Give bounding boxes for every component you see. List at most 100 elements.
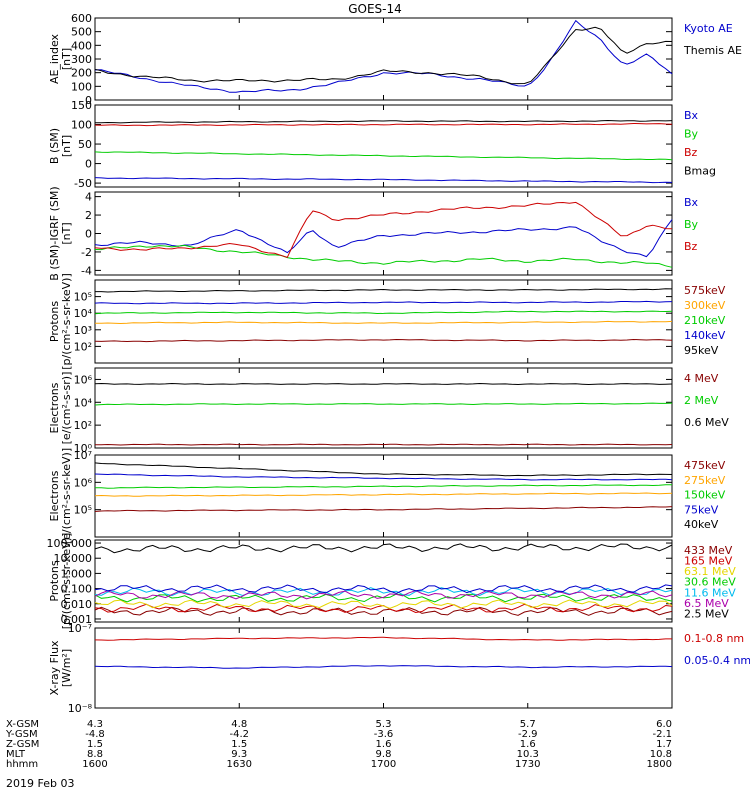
legend-label: By [684,128,699,141]
legend-label: 300keV [684,299,726,312]
y-tick-label: 4 [85,191,92,204]
panel-1: -50 0 50 100 150 B (SM) [nT] Bx By Bz Bmag [48,99,716,190]
series-line-2-5-mev [94,543,673,554]
y-axis-label: Protons [48,560,61,601]
y-tick-label: 600 [71,12,92,25]
x-tick-value: 1700 [371,759,396,770]
x-tick-value: 4.8 [231,719,247,730]
y-tick-label: 0.001 [61,613,93,626]
y-tick-label: 10² [74,419,92,432]
series-line-210kev [94,310,673,315]
series-line-by [94,151,673,161]
series-line-0-1-0-8-nm [94,636,672,641]
series-line-6-5-mev [94,590,673,600]
y-tick-label: 10⁴ [74,307,93,320]
series-line-30-6-mev [94,593,673,603]
y-axis-label: [nT] [60,222,73,244]
series-line-kyoto-ae [94,19,673,93]
legend-label: 0.1-0.8 nm [684,632,744,645]
y-tick-label: 100 [71,80,92,93]
y-tick-label: 10⁻⁸ [68,702,93,715]
legend-label: 2 MeV [684,394,719,407]
x-tick-value: 9.3 [231,749,247,760]
y-tick-label: 10⁷ [74,449,92,462]
y-axis-label: B (SM)-IGRF (SM) [48,186,61,280]
y-axis-label: [nT] [60,135,73,157]
y-tick-label: 0 [85,158,92,171]
x-row-label: Z-GSM [6,739,39,750]
x-tick-value: 10.3 [517,749,539,760]
series-line-150kev [94,484,672,489]
legend-label: Bmag [684,165,716,178]
x-tick-value: -3.6 [374,729,394,740]
legend-label: 575keV [684,284,726,297]
legend-label: 433 MeV [684,544,733,557]
legend-label: 0.05-0.4 nm [684,654,750,667]
x-row-label: Y-GSM [5,729,38,740]
series-line-575kev [94,338,673,343]
y-tick-label: 1.000 [61,567,93,580]
x-tick-value: 1.6 [376,739,392,750]
legend-label: 30.6 MeV [684,576,736,589]
x-tick-value: 8.8 [87,749,103,760]
y-tick-label: 10⁶ [74,373,93,386]
y-tick-label: 10³ [74,324,92,337]
y-tick-label: -4 [81,264,92,277]
y-axis-label: [e/(cm²-s-sr-keV)] [60,448,73,544]
panel-frame [94,104,673,188]
series-line-140kev [94,300,673,305]
legend-label: 11.6 MeV [684,586,736,599]
x-tick-value: 10.8 [650,749,672,760]
series-line-75kev [94,473,673,481]
y-tick-label: 150 [71,99,92,112]
series-line-by [94,244,673,268]
y-tick-label: 0.010 [61,598,93,611]
legend-label: By [684,218,699,231]
y-tick-label: 10⁵ [74,291,92,304]
y-tick-label: 100 [71,119,92,132]
y-tick-label: 10⁵ [74,504,92,517]
x-row-label: MLT [6,749,26,760]
y-tick-label: 10⁴ [74,396,93,409]
series-line-275kev [94,492,673,497]
series-line-95kev [95,288,673,293]
series-line-themis-ae [94,26,673,85]
x-tick-value: 9.8 [376,749,392,760]
series-line-40kev [94,462,673,477]
y-tick-label: 400 [71,39,92,52]
x-tick-value: -2.9 [518,729,538,740]
y-axis-label: Protons [48,301,61,342]
y-tick-label: 0.100 [61,583,93,596]
legend-label: Bz [684,240,698,253]
legend-label: 40keV [684,518,719,531]
legend-label: 0.6 MeV [684,416,729,429]
y-axis-label: [e/(cm²-s-sr)] [60,372,73,445]
legend-label: Kyoto AE [684,22,733,35]
y-tick-label: 300 [71,53,92,66]
y-axis-label: Electrons [48,382,61,433]
y-tick-label: 10.000 [54,552,93,565]
x-tick-value: -4.8 [85,729,105,740]
legend-label: 95keV [684,344,719,357]
y-tick-label: -50 [74,177,92,190]
legend-label: Themis AE [683,44,742,57]
y-tick-label: 10² [74,340,92,353]
panel-4: 10⁰ 10² 10⁴ 10⁶ Electrons [e/(cm²-s-sr)] 4 MeV… [48,367,729,455]
x-tick-value: 1600 [82,759,107,770]
y-tick-label: 10⁻⁷ [68,622,92,635]
legend-label: 210keV [684,314,726,327]
y-tick-label: 2 [85,209,92,222]
series-line-300kev [95,320,673,325]
y-axis-label: [p/(cm²-s-sr-keV)] [60,533,73,630]
x-row-label: X-GSM [6,719,39,730]
series-line-bx [94,177,673,184]
x-tick-value: 5.3 [376,719,392,730]
x-tick-value: 1.5 [87,739,103,750]
y-tick-label: 10⁰ [74,442,93,455]
panel-frame [94,191,673,276]
series-line-bmag [95,119,673,124]
series-line-0-6-mev [94,382,673,386]
series-line-4-mev [94,443,673,446]
